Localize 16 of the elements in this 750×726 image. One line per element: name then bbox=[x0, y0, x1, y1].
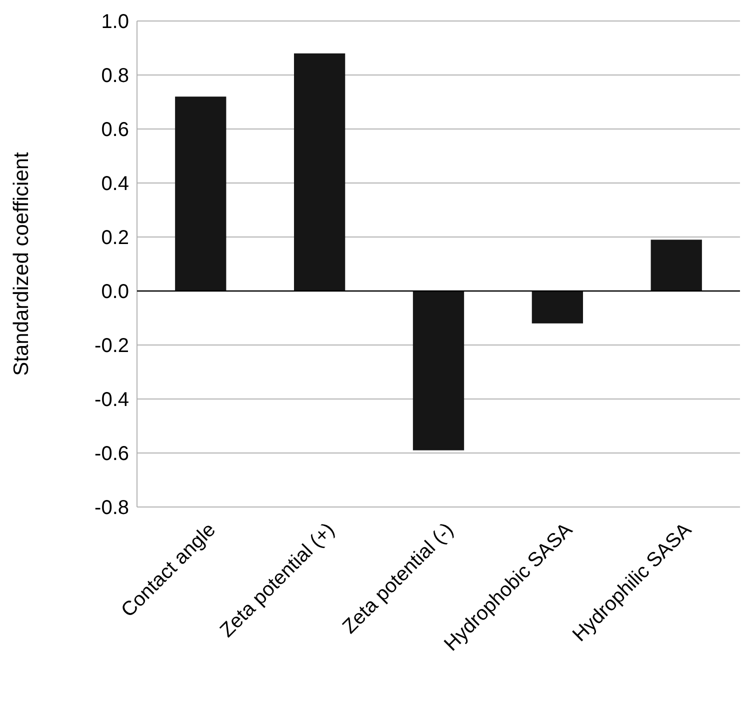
bar bbox=[294, 53, 346, 291]
bar bbox=[650, 240, 702, 291]
y-tick-label: 0.8 bbox=[101, 65, 129, 87]
bar bbox=[175, 96, 226, 291]
y-tick-label: 0.4 bbox=[101, 173, 129, 195]
y-tick-label: 1.0 bbox=[101, 11, 129, 33]
bar bbox=[412, 291, 464, 450]
y-tick-label: -0.8 bbox=[94, 497, 129, 519]
y-tick-label: -0.6 bbox=[94, 443, 129, 465]
y-axis-title: Standardized coefficient bbox=[10, 152, 33, 376]
y-tick-label: 0.6 bbox=[101, 119, 129, 141]
bar bbox=[532, 291, 584, 324]
y-tick-label: -0.2 bbox=[94, 335, 129, 357]
y-tick-label: 0.2 bbox=[101, 227, 129, 249]
y-tick-label: -0.4 bbox=[94, 389, 129, 411]
y-tick-label: 0.0 bbox=[101, 281, 129, 303]
